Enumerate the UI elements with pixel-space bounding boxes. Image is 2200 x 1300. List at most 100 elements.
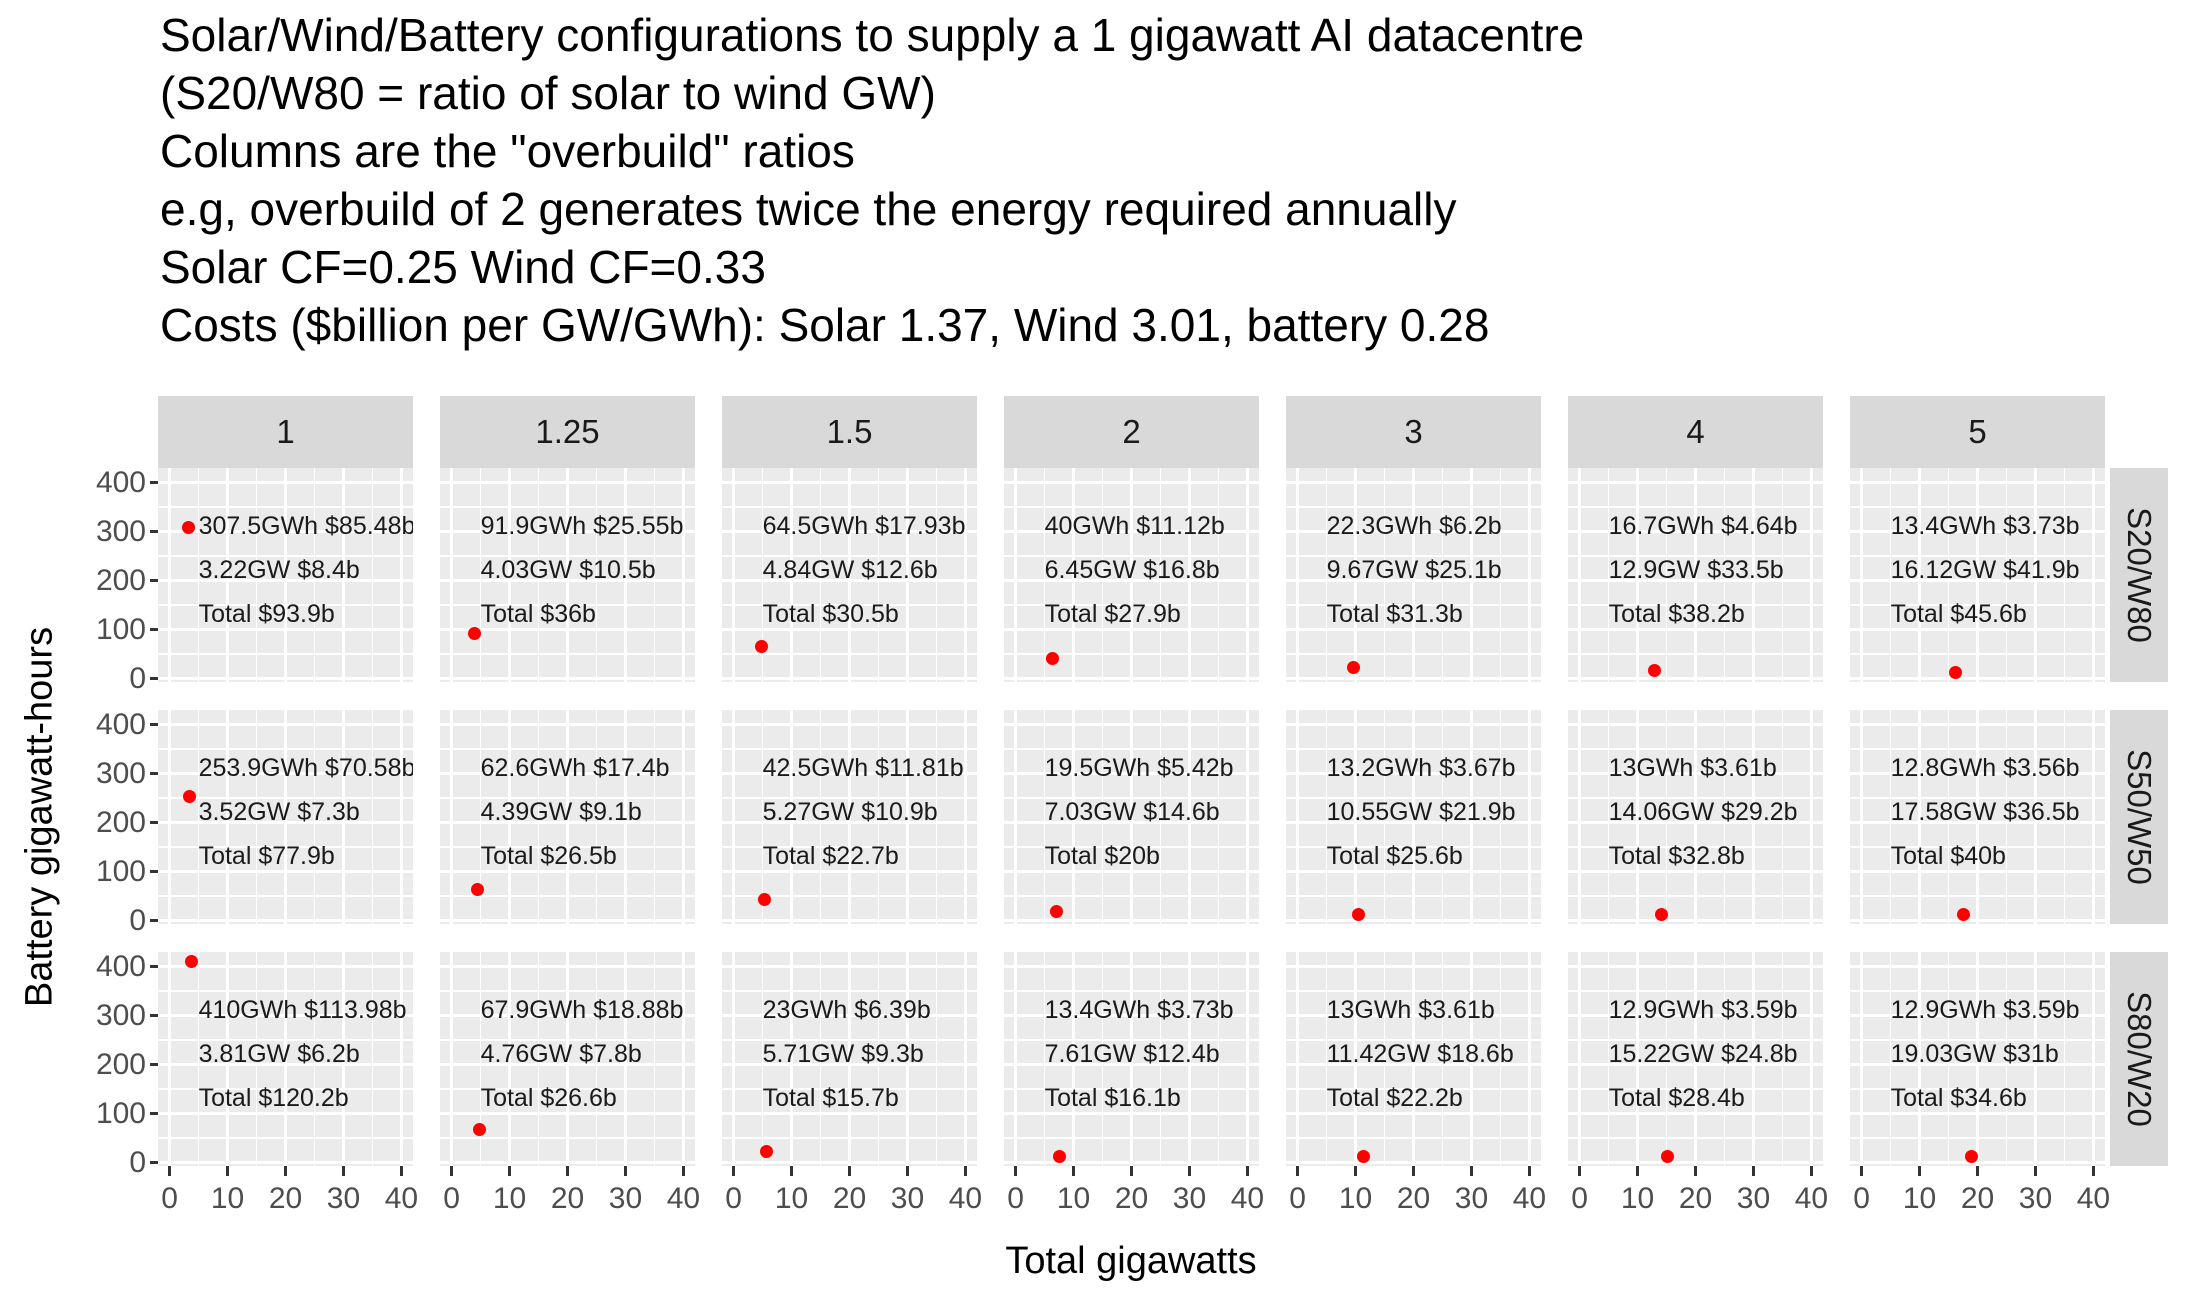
x-tick-label: 40 <box>384 1182 419 1215</box>
x-tick-label: 40 <box>1512 1182 1547 1215</box>
major-gridline-x <box>790 468 794 682</box>
point-annotation: 5.71GW $9.3b <box>762 1039 924 1068</box>
point-annotation: Total $32.8b <box>1608 841 1745 870</box>
facet-column-label: 5 <box>1968 413 1987 450</box>
major-gridline-x <box>399 710 403 924</box>
major-gridline-x <box>399 468 403 682</box>
major-gridline-y <box>158 677 413 681</box>
minor-gridline-x <box>1607 952 1610 1166</box>
minor-gridline-x <box>595 952 598 1166</box>
major-gridline-y <box>722 772 977 776</box>
x-tick-label: 0 <box>1289 1182 1306 1215</box>
major-gridline-x <box>1072 710 1076 924</box>
major-gridline-x <box>341 710 345 924</box>
y-tick-mark <box>150 723 158 727</box>
major-gridline-x <box>1245 468 1249 682</box>
y-tick-label: 100 <box>95 612 146 646</box>
minor-gridline-x <box>1383 468 1386 682</box>
point-annotation: Total $38.2b <box>1608 599 1745 628</box>
x-tick-mark <box>681 1166 685 1176</box>
major-gridline-y <box>1286 628 1541 632</box>
facet-column-header: 5 <box>1850 396 2105 468</box>
major-gridline-x <box>168 710 172 924</box>
point-annotation: 15.22GW $24.8b <box>1608 1039 1798 1068</box>
point-annotation: 6.45GW $16.8b <box>1044 555 1220 584</box>
major-gridline-x <box>1469 710 1473 924</box>
major-gridline-x <box>1354 710 1358 924</box>
data-point <box>1647 663 1661 677</box>
x-tick-label: 0 <box>725 1182 742 1215</box>
minor-gridline-x <box>761 468 764 682</box>
major-gridline-x <box>2091 710 2095 924</box>
major-gridline-y <box>722 821 977 825</box>
major-gridline-x <box>1527 468 1531 682</box>
major-gridline-y <box>1286 1014 1541 1018</box>
major-gridline-x <box>963 952 967 1166</box>
x-tick-label: 0 <box>443 1182 460 1215</box>
minor-gridline-x <box>1441 952 1444 1166</box>
point-annotation: Total $36b <box>480 599 596 628</box>
minor-gridline-x <box>371 952 374 1166</box>
minor-gridline-x <box>653 710 656 924</box>
major-gridline-y <box>1004 677 1259 681</box>
facet-panel: 410GWh $113.98b 3.81GW $6.2b Total $120.2b <box>158 952 413 1166</box>
x-tick-mark <box>341 1166 345 1176</box>
major-gridline-x <box>1751 952 1755 1166</box>
x-tick-label: 20 <box>1678 1182 1713 1215</box>
minor-gridline-x <box>1217 468 1220 682</box>
minor-gridline-x <box>1217 952 1220 1166</box>
point-annotation: 5.27GW $10.9b <box>762 797 938 826</box>
point-annotation: 22.3GWh $6.2b <box>1326 511 1502 540</box>
major-gridline-y <box>722 481 977 485</box>
major-gridline-y <box>1568 965 1823 969</box>
major-gridline-x <box>681 952 685 1166</box>
major-gridline-x <box>1527 952 1531 1166</box>
major-gridline-y <box>158 530 413 534</box>
x-tick-label: 20 <box>1960 1182 1995 1215</box>
x-tick-mark <box>168 1166 172 1176</box>
major-gridline-x <box>1130 468 1133 682</box>
data-point <box>472 1122 486 1136</box>
major-gridline-x <box>1809 952 1813 1166</box>
x-tick-mark <box>1130 1166 1133 1176</box>
major-gridline-y <box>1004 1161 1259 1165</box>
minor-gridline-x <box>653 468 656 682</box>
major-gridline-y <box>1568 677 1823 681</box>
major-gridline-y <box>440 579 695 583</box>
major-gridline-y <box>440 677 695 681</box>
facet-column-label: 4 <box>1686 413 1705 450</box>
major-gridline-x <box>450 952 454 1166</box>
minor-gridline-x <box>1441 710 1444 924</box>
major-gridline-x <box>341 468 345 682</box>
data-point <box>755 640 769 654</box>
facet-panel: 19.5GWh $5.42b 7.03GW $14.6b Total $20b <box>1004 710 1259 924</box>
x-tick-mark <box>790 1166 794 1176</box>
x-tick-mark <box>1072 1166 1076 1176</box>
facet-panel: 13.4GWh $3.73b 7.61GW $12.4b Total $16.1b <box>1004 952 1259 1166</box>
facet-panel: 23GWh $6.39b 5.71GW $9.3b Total $15.7b <box>722 952 977 1166</box>
point-annotation: 13.2GWh $3.67b <box>1326 753 1516 782</box>
x-tick-label: 20 <box>1114 1182 1149 1215</box>
x-tick-label: 30 <box>1454 1182 1489 1215</box>
facet-panel: 253.9GWh $70.58b 3.52GW $7.3b Total $77.9b <box>158 710 413 924</box>
minor-gridline-x <box>1441 468 1444 682</box>
facet-column-label: 1.5 <box>826 413 873 450</box>
major-gridline-y <box>158 1014 413 1018</box>
minor-gridline-x <box>1607 710 1610 924</box>
major-gridline-y <box>1568 1112 1823 1116</box>
x-axis-title: Total gigawatts <box>1005 1240 1257 1282</box>
minor-gridline-x <box>537 952 540 1166</box>
major-gridline-y <box>1004 919 1259 923</box>
major-gridline-y <box>1568 821 1823 825</box>
major-gridline-x <box>566 952 569 1166</box>
y-tick-label: 100 <box>95 854 146 888</box>
major-gridline-x <box>1860 952 1864 1166</box>
data-point <box>760 1144 774 1158</box>
minor-gridline-x <box>935 952 938 1166</box>
major-gridline-y <box>1286 1161 1541 1165</box>
major-gridline-y <box>440 965 695 969</box>
y-tick-mark <box>150 965 158 969</box>
point-annotation: Total $22.7b <box>762 841 899 870</box>
minor-gridline-x <box>1217 710 1220 924</box>
minor-gridline-x <box>1325 952 1328 1166</box>
